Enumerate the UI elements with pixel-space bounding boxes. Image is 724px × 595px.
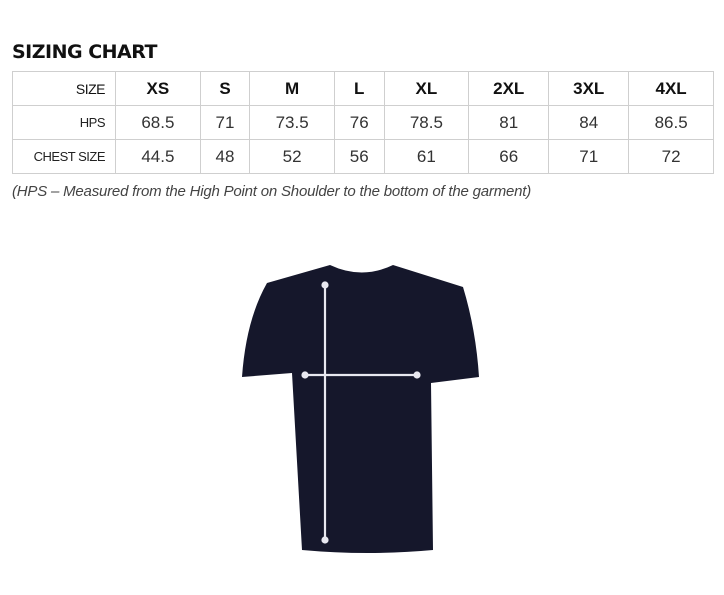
tshirt-image	[242, 265, 479, 553]
arrow-end-icon	[321, 536, 329, 544]
table-cell: 2XL	[468, 71, 550, 106]
hps-note: (HPS – Measured from the High Point on S…	[12, 183, 532, 200]
table-cell: 3XL	[548, 71, 630, 106]
row-header: CHEST SIZE	[12, 139, 116, 174]
table-cell: XS	[115, 71, 201, 106]
table-cell: 71	[199, 105, 251, 140]
table-cell: 84	[548, 105, 630, 140]
table-cell: XL	[383, 71, 470, 106]
arrow-end-icon	[321, 281, 329, 289]
table-cell: 72	[628, 139, 714, 174]
table-cell: 81	[468, 105, 550, 140]
table-row: CHEST SIZE 44.5 48 52 56 61 66 71 72	[12, 139, 714, 174]
row-header: SIZE	[12, 71, 116, 106]
table-cell: 86.5	[628, 105, 714, 140]
table-row: HPS 68.5 71 73.5 76 78.5 81 84 86.5	[12, 105, 714, 140]
sizing-table: SIZE XS S M L XL 2XL 3XL 4XL HPS 68.5 71 73.5 76 78.5 8…	[12, 71, 714, 174]
table-cell: L	[333, 71, 385, 106]
table-cell: 52	[249, 139, 335, 174]
arrow-end-icon	[413, 371, 421, 379]
table-cell: 73.5	[249, 105, 335, 140]
table-cell: 76	[333, 105, 385, 140]
table-cell: 71	[548, 139, 630, 174]
table-cell: 44.5	[115, 139, 201, 174]
table-cell: 61	[383, 139, 470, 174]
table-cell: S	[199, 71, 251, 106]
table-cell: M	[249, 71, 335, 106]
arrow-end-icon	[301, 371, 309, 379]
page-title: SIZING CHART	[12, 41, 158, 63]
table-row: SIZE XS S M L XL 2XL 3XL 4XL	[12, 71, 714, 106]
